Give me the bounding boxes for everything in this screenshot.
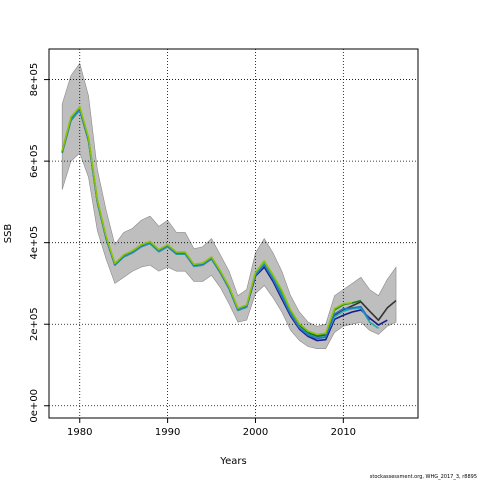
x-tick-label: 1990 — [155, 427, 180, 438]
x-tick-label: 2010 — [331, 427, 356, 438]
y-tick-label: 2e+05 — [29, 307, 40, 341]
x-tick-label: 1980 — [67, 427, 92, 438]
y-tick-label: 6e+05 — [29, 144, 40, 178]
series-layer — [61, 106, 397, 342]
confidence-band — [61, 62, 397, 349]
confidence-band-layer — [61, 62, 397, 349]
y-tick-label: 0e+00 — [29, 389, 40, 423]
y-tick-label: 4e+05 — [29, 226, 40, 260]
y-axis: 0e+00 2e+05 4e+05 6e+05 8e+05 — [29, 63, 49, 423]
x-tick-label: 2000 — [243, 427, 268, 438]
y-tick-label: 8e+05 — [29, 63, 40, 97]
x-axis: 1980 1990 2000 2010 — [67, 418, 356, 438]
y-axis-title: SSB — [3, 224, 14, 244]
x-axis-title: Years — [219, 456, 246, 467]
footer-note: stockassessment.org, WHG_2017_3, r8895 — [370, 474, 477, 480]
plot-frame — [48, 48, 419, 419]
series-line-6 — [61, 106, 353, 336]
